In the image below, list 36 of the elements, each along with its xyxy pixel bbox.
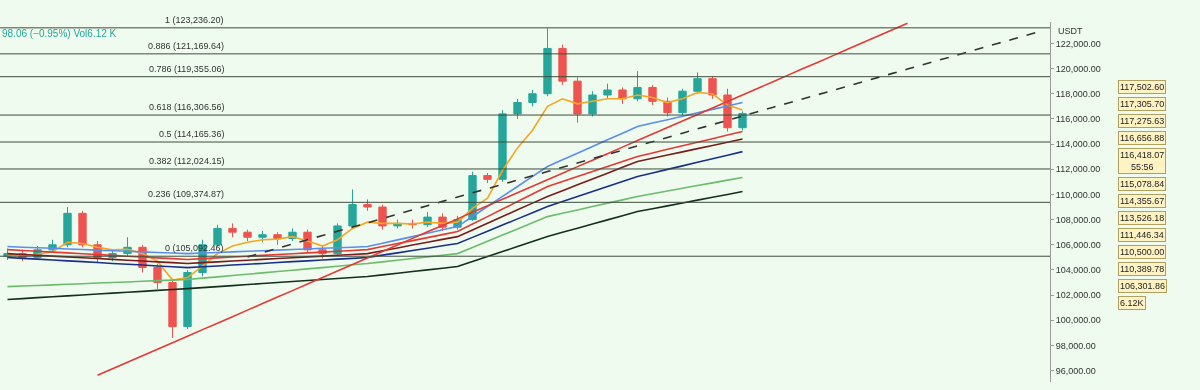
text: 106,301.86 — [1120, 281, 1166, 291]
y-tick-label: 98,000.00 — [1055, 340, 1096, 351]
text: 117,502.60 — [1120, 82, 1165, 92]
text: 6.12K — [1120, 298, 1144, 308]
text: 115,078.84 — [1120, 179, 1165, 189]
ref-line-label: 0.618 (116,306.56) — [149, 102, 225, 112]
y-tick-label: 108,000.00 — [1055, 214, 1101, 225]
text: 116,656.88 — [1120, 133, 1165, 143]
ref-line-label: 0.886 (121,169.64) — [148, 41, 225, 51]
ref-line-label: 0.382 (112,024.15) — [149, 156, 225, 166]
y-axis-title: USDT — [1058, 26, 1083, 36]
y-tick-label: 116,000.00 — [1055, 114, 1101, 125]
ref-line-label: 1 (123,236.20) — [165, 15, 224, 25]
y-tick-label: 122,000.00 — [1055, 38, 1101, 49]
ref-line-label: 0.236 (109,374.87) — [148, 189, 225, 199]
y-tick-label: 106,000.00 — [1055, 239, 1101, 250]
text: 110,500.00 — [1120, 247, 1165, 257]
y-tick-label: 120,000.00 — [1055, 63, 1101, 74]
y-tick-label: 118,000.00 — [1055, 88, 1101, 99]
text: 110,389.78 — [1120, 264, 1165, 274]
text: 114,355.67 — [1120, 196, 1165, 206]
y-tick-label: 110,000.00 — [1055, 189, 1101, 200]
text: 117,305.70 — [1120, 99, 1165, 109]
y-tick-label: 112,000.00 — [1055, 164, 1101, 175]
text: 113,526.18 — [1120, 213, 1165, 223]
annotation: 98.06 (−0.95%) Vol6.12 K — [2, 28, 117, 39]
y-tick-label: 102,000.00 — [1055, 290, 1101, 301]
text: 116,418.07 55:56 — [1120, 150, 1165, 172]
ref-line-label: 0.5 (114,165.36) — [159, 129, 225, 139]
y-tick-label: 104,000.00 — [1055, 265, 1101, 276]
y-tick-label: 114,000.00 — [1055, 139, 1101, 150]
text: 111,446.34 — [1120, 230, 1164, 240]
y-tick-label: 100,000.00 — [1055, 315, 1101, 326]
text: 117,275.63 — [1120, 116, 1165, 126]
y-tick-label: 96,000.00 — [1055, 365, 1096, 376]
ref-line-label: 0.786 (119,355.06) — [149, 64, 225, 74]
